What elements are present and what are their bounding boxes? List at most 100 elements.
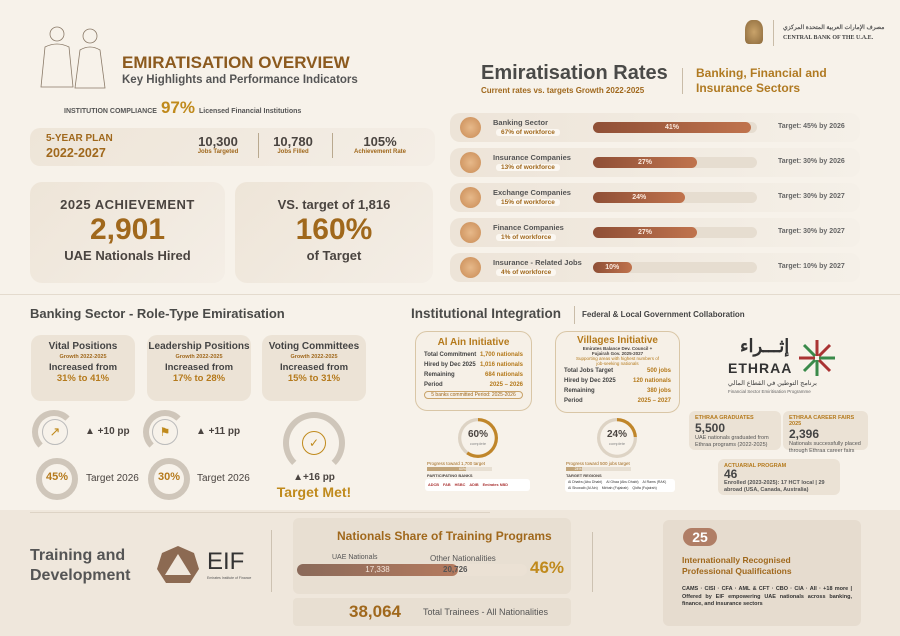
divider bbox=[592, 532, 593, 592]
divider bbox=[574, 306, 575, 324]
rate-bar-fill: 24% bbox=[593, 192, 686, 203]
plan-label: 5-YEAR PLAN bbox=[46, 133, 113, 144]
kv-value: 2025 – 2027 bbox=[637, 398, 671, 404]
rate-bar-track: 10% bbox=[593, 262, 757, 273]
sector-rate-row: Exchange Companies 15% of workforce 24% … bbox=[450, 183, 860, 212]
bank-icon bbox=[460, 117, 481, 138]
vs-target-label: of Target bbox=[306, 248, 362, 263]
role-increased: Increased from bbox=[279, 362, 349, 373]
villages-progress-donut bbox=[597, 418, 637, 458]
complete-label: complete bbox=[608, 441, 626, 446]
others-label: Other Nationalities bbox=[430, 554, 496, 563]
bank-logo: ADCB bbox=[428, 483, 439, 487]
compliance-value: 97% bbox=[160, 98, 195, 117]
bank-logos: ADCB FAB HSBC ADIB Emirates NBD bbox=[425, 479, 530, 491]
ethraa-star-icon bbox=[799, 340, 835, 376]
role-range: 15% to 31% bbox=[287, 373, 341, 384]
card-value: 5,500 bbox=[695, 421, 726, 435]
kv-value: 380 jobs bbox=[646, 388, 671, 394]
sector-rate-row: Insurance Companies 13% of workforce 27%… bbox=[450, 148, 860, 177]
sector-workforce: 15% of workforce bbox=[496, 199, 560, 206]
cbuae-arabic: مصرف الإمارات العربية المتحدة المركزي bbox=[783, 25, 885, 31]
eif-name: EIF bbox=[207, 548, 245, 575]
role-title: Leadership Positions bbox=[148, 341, 250, 352]
integration-subtitle: Federal & Local Government Collaboration bbox=[582, 310, 745, 319]
al-ain-progress-bar: 60% bbox=[427, 467, 492, 471]
achievement-rate-label: Achievement Rate bbox=[353, 149, 407, 155]
kv-value: 1,016 nationals bbox=[479, 362, 523, 368]
nationals-value: 17,338 bbox=[297, 564, 458, 576]
role-card-leadership: Leadership Positions Growth 2022-2025 Incr… bbox=[147, 335, 251, 401]
sector-rate-row: Banking Sector 67% of workforce 41% Targ… bbox=[450, 113, 860, 142]
region-item: Qidfa (Fujairah) bbox=[632, 485, 657, 490]
complete-label: complete bbox=[469, 441, 487, 446]
actuarial-program-card: ACTUARIAL PROGRAM 46 Enrolled (2023-2025):… bbox=[718, 459, 840, 495]
others-value: 20,726 bbox=[443, 565, 468, 574]
divider bbox=[271, 530, 272, 592]
sector-target: Target: 30% by 2027 bbox=[778, 228, 845, 235]
cbuae-english: CENTRAL BANK OF THE U.A.E. bbox=[783, 35, 874, 41]
villages-bar-label: Progress toward 500 jobs target bbox=[566, 461, 630, 466]
professionals-sketch-icon bbox=[40, 26, 106, 89]
ethraa-arabic: إثـــراء bbox=[740, 336, 790, 356]
region-item: Al Rams (RAK) bbox=[642, 480, 667, 484]
kv-label: Period bbox=[564, 398, 583, 404]
qualifications-desc: CAMS · CISI · CFA · AML & CFT · CBO · CI… bbox=[682, 586, 852, 607]
section-divider bbox=[0, 294, 900, 295]
kv-label: Remaining bbox=[564, 388, 595, 394]
sector-target: Target: 30% by 2026 bbox=[778, 158, 845, 165]
divider bbox=[773, 20, 774, 46]
sector-workforce: 67% of workforce bbox=[496, 129, 560, 136]
rates-title: Emiratisation Rates bbox=[481, 62, 668, 84]
kv-label: Total Jobs Target bbox=[564, 368, 614, 374]
kv-label: Hired by Dec 2025 bbox=[424, 362, 476, 368]
sector-title: Banking, Financial and Insurance Sectors bbox=[696, 66, 827, 95]
divider bbox=[332, 133, 333, 158]
ethraa-name: ETHRAA bbox=[728, 360, 793, 376]
villages-desc: Supporting areas with highest numbers of… bbox=[575, 356, 660, 366]
villages-org: Emirates Balance Dev. Council + Fujairah… bbox=[582, 346, 653, 356]
eif-subtitle: Emirates Institute of Finance bbox=[207, 576, 252, 580]
qualifications-card: 25 Internationally Recognised Profession… bbox=[663, 520, 861, 626]
role-range: 17% to 28% bbox=[172, 373, 226, 384]
target-value: 30% bbox=[157, 471, 181, 483]
sector-rate-row: Finance Companies 1% of workforce 27% Ta… bbox=[450, 218, 860, 247]
card-label: ETHRAA CAREER FAIRS 2025 bbox=[789, 415, 855, 427]
jobs-filled-value: 10,780 bbox=[273, 134, 313, 149]
role-range: 31% to 41% bbox=[56, 373, 110, 384]
integration-title: Institutional Integration bbox=[411, 306, 561, 321]
bank-logo: HSBC bbox=[454, 483, 466, 487]
target-label: Target 2026 bbox=[197, 473, 250, 484]
al-ain-bar-fill: 60% bbox=[427, 467, 466, 471]
kv-value: 2025 – 2026 bbox=[489, 382, 523, 388]
share-title: Nationals Share of Training Programs bbox=[337, 529, 552, 543]
kv-label: Period bbox=[424, 382, 443, 388]
training-title: Training and Development bbox=[30, 547, 131, 584]
role-delta: ▲ +10 pp bbox=[85, 426, 130, 437]
share-percent: 46% bbox=[530, 558, 565, 577]
rate-bar-fill: 10% bbox=[593, 262, 632, 273]
role-growth: Growth 2022-2025 bbox=[290, 354, 338, 360]
achievement-rate-value: 105% bbox=[363, 134, 397, 149]
target-value: 45% bbox=[45, 471, 69, 483]
rate-bar-fill: 41% bbox=[593, 122, 751, 133]
achievement-title: 2025 ACHIEVEMENT bbox=[60, 197, 195, 212]
qualifications-title: Internationally Recognised Professional … bbox=[682, 555, 792, 576]
uae-emblem-icon bbox=[745, 20, 763, 44]
region-item: Al Dhafra (Abu Dhabi) bbox=[568, 480, 603, 484]
al-ain-progress-value: 60% bbox=[467, 429, 488, 440]
villages-progress-bar: 24% bbox=[566, 467, 631, 471]
divider bbox=[30, 512, 490, 513]
achievement-label: UAE Nationals Hired bbox=[64, 248, 191, 263]
ethraa-career-fairs-card: ETHRAA CAREER FAIRS 2025 2,396 Nationals s… bbox=[783, 411, 868, 454]
banks-label: PARTICIPATING BANKS bbox=[427, 473, 473, 478]
card-value: 2,396 bbox=[789, 427, 820, 441]
plan-years: 2022-2027 bbox=[46, 146, 106, 160]
share-bar: 17,338 bbox=[297, 564, 527, 576]
sector-target: Target: 30% by 2027 bbox=[778, 193, 845, 200]
target-regions: Al Dhafra (Abu Dhabi) Al Ghaa (Abu Dhabi)… bbox=[565, 479, 675, 492]
total-trainees-value: 38,064 bbox=[349, 602, 401, 621]
role-card-vital: Vital Positions Growth 2022-2025 Increased… bbox=[31, 335, 135, 401]
jobs-targeted-label: Jobs Targeted bbox=[197, 149, 239, 155]
role-card-voting: Voting Committees Growth 2022-2025 Increas… bbox=[262, 335, 366, 401]
